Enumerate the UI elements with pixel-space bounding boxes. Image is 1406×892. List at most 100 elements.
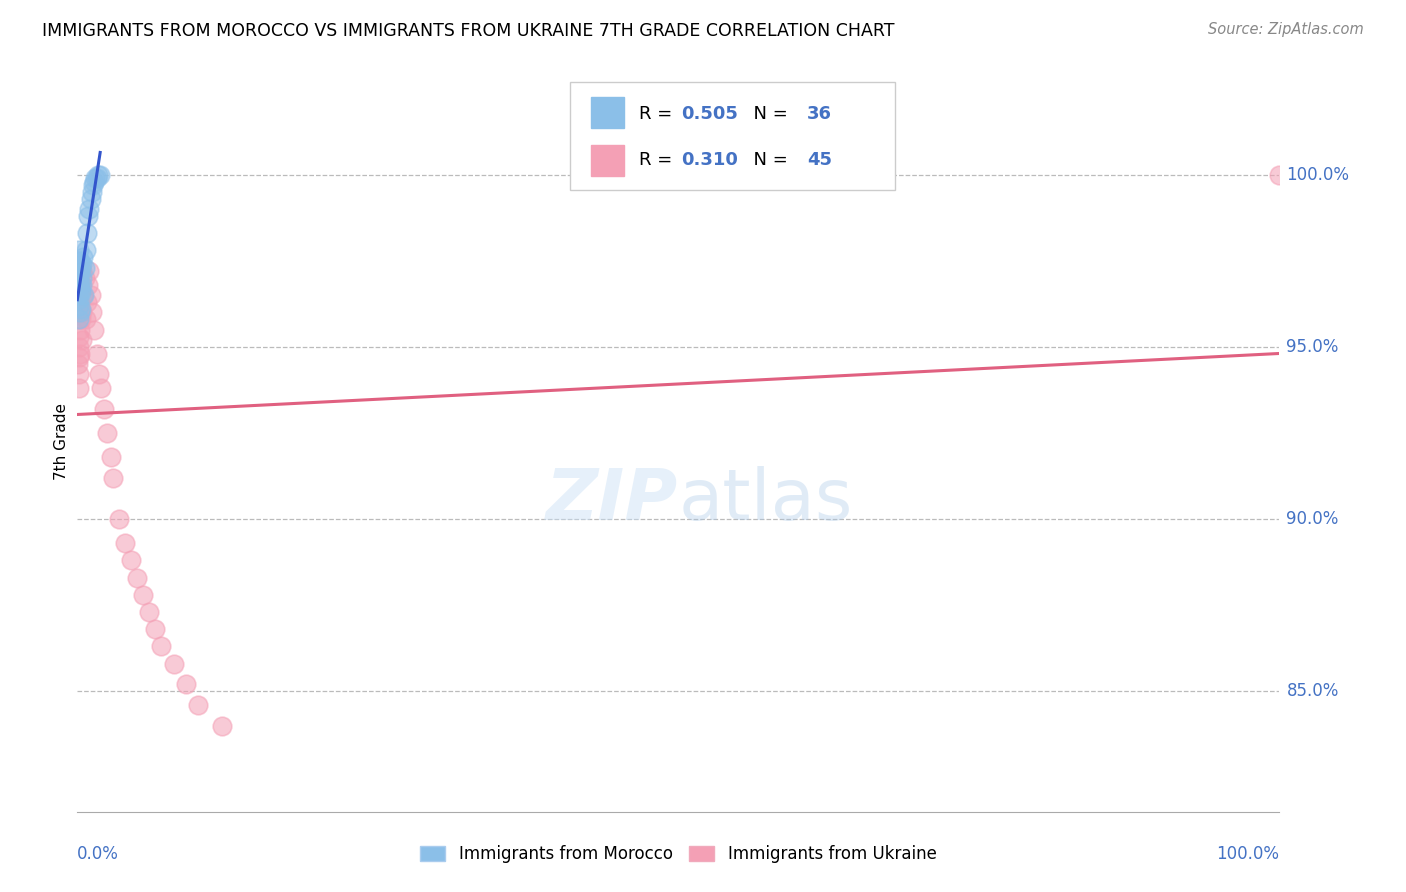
Point	[70, 277, 93, 292]
Point	[67, 357, 90, 371]
Point	[103, 471, 125, 485]
Point	[70, 301, 93, 316]
Legend: Immigrants from Morocco, Immigrants from Ukraine: Immigrants from Morocco, Immigrants from…	[413, 838, 943, 870]
Point	[145, 622, 167, 636]
Point	[72, 288, 94, 302]
Point	[70, 333, 93, 347]
Point	[67, 253, 90, 268]
Text: 36: 36	[807, 105, 832, 123]
Point	[77, 209, 100, 223]
Point	[174, 677, 197, 691]
Text: N =: N =	[742, 151, 793, 169]
Point	[86, 171, 108, 186]
Point	[67, 368, 90, 382]
Point	[79, 264, 101, 278]
Point	[89, 168, 111, 182]
Point	[76, 226, 98, 240]
Point	[72, 305, 94, 319]
Point	[93, 401, 115, 416]
Point	[67, 329, 90, 343]
Point	[72, 250, 94, 264]
Point	[77, 277, 100, 292]
Text: atlas: atlas	[679, 467, 853, 535]
Point	[120, 553, 142, 567]
Point	[69, 301, 91, 316]
Point	[73, 288, 96, 302]
Point	[72, 271, 94, 285]
Point	[84, 171, 107, 186]
Point	[67, 292, 90, 306]
Text: IMMIGRANTS FROM MOROCCO VS IMMIGRANTS FROM UKRAINE 7TH GRADE CORRELATION CHART: IMMIGRANTS FROM MOROCCO VS IMMIGRANTS FR…	[42, 22, 894, 40]
Text: 90.0%: 90.0%	[1286, 510, 1339, 528]
Point	[100, 450, 122, 464]
Point	[67, 277, 90, 292]
Point	[70, 257, 93, 271]
Point	[75, 244, 97, 258]
Point	[76, 295, 98, 310]
Text: R =: R =	[638, 105, 678, 123]
Point	[69, 381, 91, 395]
Point	[70, 312, 93, 326]
Text: 95.0%: 95.0%	[1286, 338, 1339, 356]
Point	[82, 178, 104, 192]
Point	[70, 260, 93, 275]
Point	[90, 381, 112, 395]
FancyBboxPatch shape	[571, 82, 894, 190]
Point	[69, 285, 91, 299]
Point	[1268, 168, 1291, 182]
Point	[69, 264, 91, 278]
Text: 0.0%: 0.0%	[77, 845, 120, 863]
Point	[67, 340, 90, 354]
Text: N =: N =	[742, 105, 793, 123]
FancyBboxPatch shape	[591, 97, 624, 128]
Point	[138, 605, 160, 619]
Text: 100.0%: 100.0%	[1286, 166, 1350, 184]
Point	[69, 253, 91, 268]
Point	[75, 312, 97, 326]
Point	[86, 347, 108, 361]
Point	[127, 570, 149, 584]
Point	[70, 277, 93, 292]
Point	[69, 268, 91, 282]
Point	[211, 718, 233, 732]
Point	[69, 347, 91, 361]
Point	[70, 264, 93, 278]
Point	[69, 323, 91, 337]
Point	[69, 277, 91, 292]
Point	[67, 264, 90, 278]
Text: Source: ZipAtlas.com: Source: ZipAtlas.com	[1208, 22, 1364, 37]
Text: 45: 45	[807, 151, 832, 169]
Point	[87, 168, 110, 182]
Point	[83, 175, 105, 189]
Point	[186, 698, 209, 712]
Text: 85.0%: 85.0%	[1286, 682, 1339, 700]
Y-axis label: 7th Grade: 7th Grade	[53, 403, 69, 480]
Point	[69, 295, 91, 310]
Point	[79, 192, 101, 206]
Point	[67, 244, 90, 258]
Point	[132, 588, 155, 602]
Text: ZIP: ZIP	[546, 467, 679, 535]
Point	[80, 185, 103, 199]
Point	[70, 285, 93, 299]
Text: 100.0%: 100.0%	[1216, 845, 1279, 863]
Text: 0.505: 0.505	[681, 105, 738, 123]
Text: 0.310: 0.310	[681, 151, 738, 169]
Point	[69, 305, 91, 319]
Point	[162, 657, 184, 671]
Text: R =: R =	[638, 151, 678, 169]
Point	[73, 271, 96, 285]
Point	[87, 368, 110, 382]
Point	[79, 202, 101, 216]
Point	[67, 271, 90, 285]
FancyBboxPatch shape	[591, 145, 624, 176]
Point	[67, 350, 90, 364]
Point	[96, 425, 118, 440]
Point	[67, 299, 90, 313]
Point	[80, 305, 103, 319]
Point	[108, 512, 131, 526]
Point	[83, 323, 105, 337]
Point	[67, 312, 90, 326]
Point	[67, 312, 90, 326]
Point	[114, 536, 136, 550]
